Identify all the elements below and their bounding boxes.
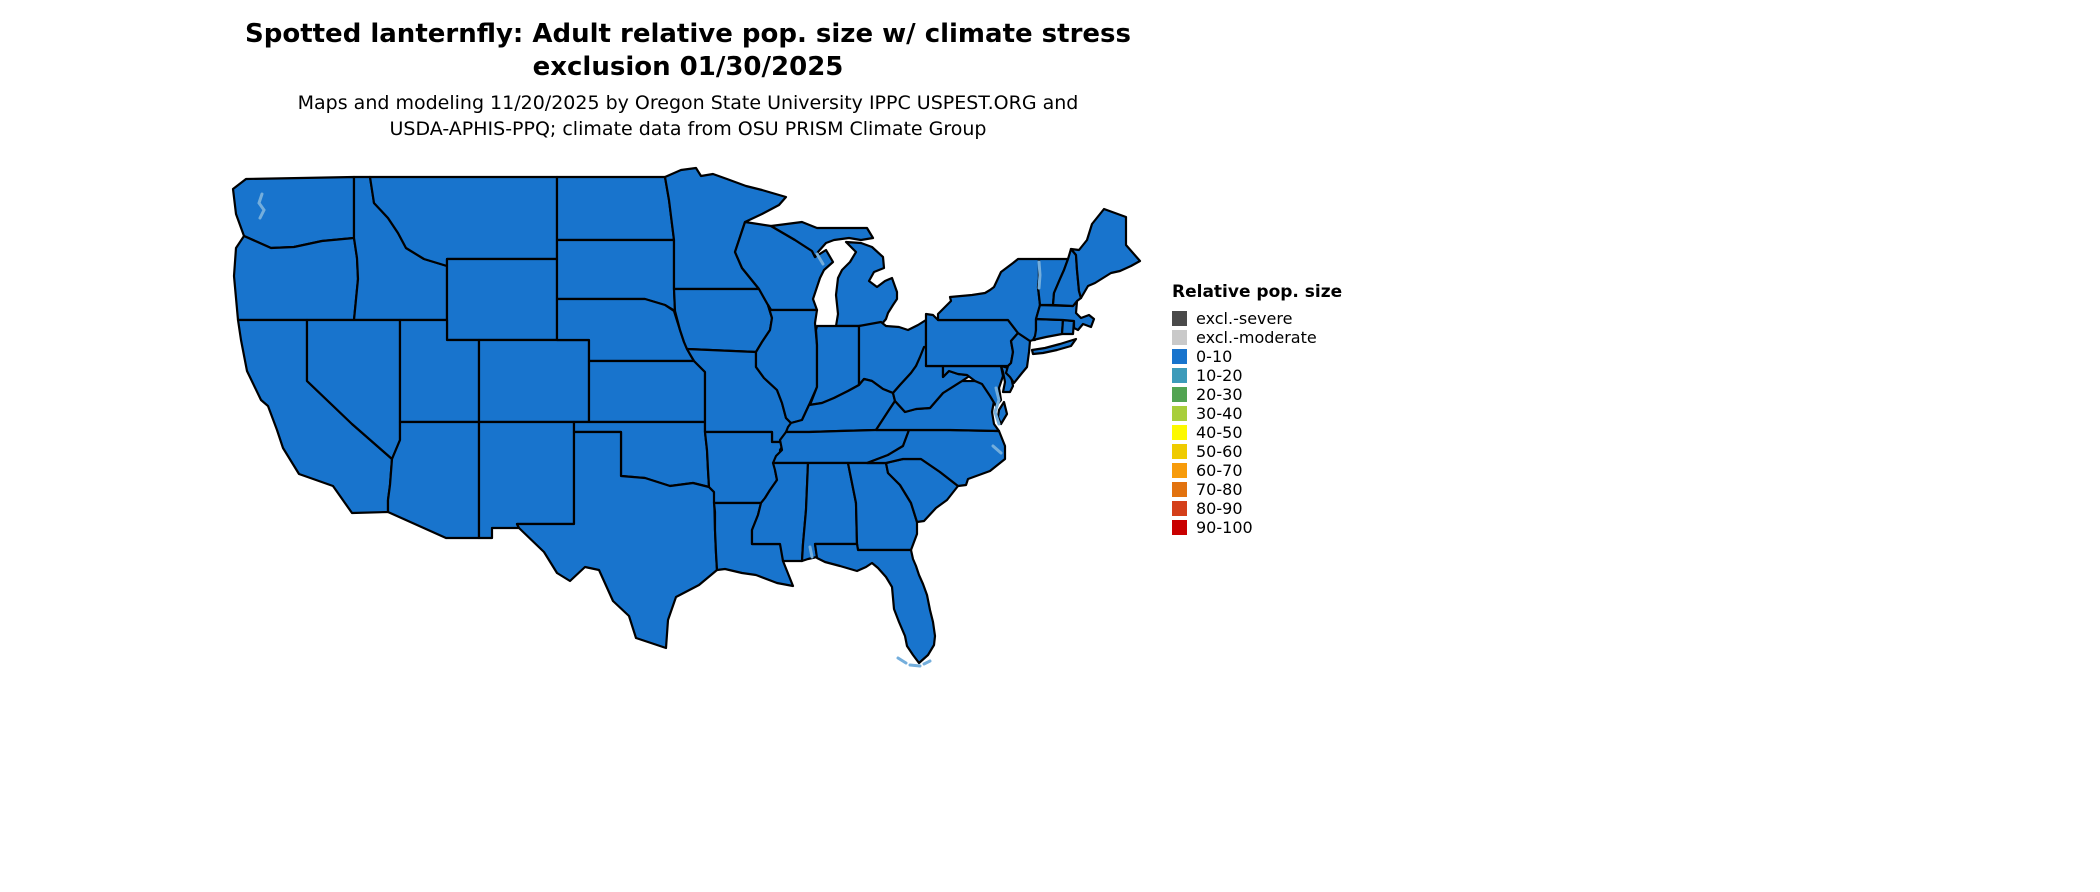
- legend-label: 50-60: [1196, 442, 1243, 461]
- legend-swatch: [1172, 444, 1187, 459]
- state-maine: [1069, 207, 1142, 300]
- lake-champlain: [1037, 260, 1042, 290]
- state-north-dakota: [555, 175, 676, 242]
- state-michigan: [834, 240, 899, 328]
- figure-title-line2: exclusion 01/30/2025: [532, 52, 844, 82]
- legend-item: 40-50: [1172, 423, 1342, 442]
- legend-swatch: [1172, 482, 1187, 497]
- legend-label: 10-20: [1196, 366, 1243, 385]
- mobile-bay: [808, 545, 814, 559]
- legend-swatch: [1172, 311, 1187, 326]
- state-colorado: [477, 338, 591, 424]
- state-washington: [231, 175, 356, 250]
- state-florida: [813, 542, 937, 665]
- legend-item: 30-40: [1172, 404, 1342, 423]
- state-arizona: [386, 420, 481, 540]
- figure-title: Spotted lanternfly: Adult relative pop. …: [0, 18, 1376, 84]
- pamlico-sound: [991, 444, 1003, 455]
- state-texas: [515, 430, 719, 650]
- legend-label: 90-100: [1196, 518, 1253, 537]
- legend-item: 80-90: [1172, 499, 1342, 518]
- legend-label: excl.-severe: [1196, 309, 1293, 328]
- state-massachusetts: [1034, 299, 1096, 332]
- legend-label: 40-50: [1196, 423, 1243, 442]
- state-new-mexico: [477, 420, 576, 540]
- state-connecticut: [1031, 317, 1065, 342]
- state-maryland: [941, 364, 1005, 408]
- legend-label: 70-80: [1196, 480, 1243, 499]
- legend-swatch: [1172, 406, 1187, 421]
- legend-swatch: [1172, 520, 1187, 535]
- legend-item: excl.-severe: [1172, 309, 1342, 328]
- legend-swatch: [1172, 463, 1187, 478]
- figure-title-line1: Spotted lanternfly: Adult relative pop. …: [245, 19, 1131, 49]
- chesapeake-bay: [993, 386, 1001, 426]
- state-iowa: [672, 287, 774, 354]
- figure-subtitle-line1: Maps and modeling 11/20/2025 by Oregon S…: [297, 92, 1079, 114]
- legend-item: 50-60: [1172, 442, 1342, 461]
- legend-swatch: [1172, 425, 1187, 440]
- legend-item: 70-80: [1172, 480, 1342, 499]
- legend-label: 60-70: [1196, 461, 1243, 480]
- state-oregon: [232, 234, 360, 322]
- legend-label: 0-10: [1196, 347, 1233, 366]
- state-new-jersey: [1004, 331, 1032, 385]
- state-pennsylvania: [924, 312, 1020, 368]
- legend-label: 20-30: [1196, 385, 1243, 404]
- legend-item: 10-20: [1172, 366, 1342, 385]
- legend-swatch: [1172, 330, 1187, 345]
- state-michigan-upper-peninsula: [769, 220, 875, 259]
- figure-subtitle-line2: USDA-APHIS-PPQ; climate data from OSU PR…: [389, 118, 987, 140]
- legend-swatch: [1172, 349, 1187, 364]
- legend-item: 0-10: [1172, 347, 1342, 366]
- puget-sound: [257, 192, 266, 220]
- state-kansas: [587, 359, 707, 424]
- legend-item: 60-70: [1172, 461, 1342, 480]
- legend-item: 90-100: [1172, 518, 1342, 537]
- florida-keys: [896, 656, 932, 668]
- legend-swatch: [1172, 368, 1187, 383]
- state-rhode-island: [1060, 318, 1076, 336]
- state-north-carolina: [865, 428, 1007, 488]
- legend: Relative pop. size excl.-severe excl.-mo…: [1172, 282, 1342, 537]
- legend-swatch: [1172, 387, 1187, 402]
- legend-title: Relative pop. size: [1172, 282, 1343, 302]
- green-bay: [815, 252, 825, 266]
- legend-label: excl.-moderate: [1196, 328, 1317, 347]
- legend-item: 20-30: [1172, 385, 1342, 404]
- figure-subtitle: Maps and modeling 11/20/2025 by Oregon S…: [0, 90, 1376, 142]
- state-wyoming: [445, 257, 559, 342]
- legend-item: excl.-moderate: [1172, 328, 1342, 347]
- legend-swatch: [1172, 501, 1187, 516]
- us-map: [231, 166, 1142, 668]
- legend-label: 30-40: [1196, 404, 1243, 423]
- legend-label: 80-90: [1196, 499, 1243, 518]
